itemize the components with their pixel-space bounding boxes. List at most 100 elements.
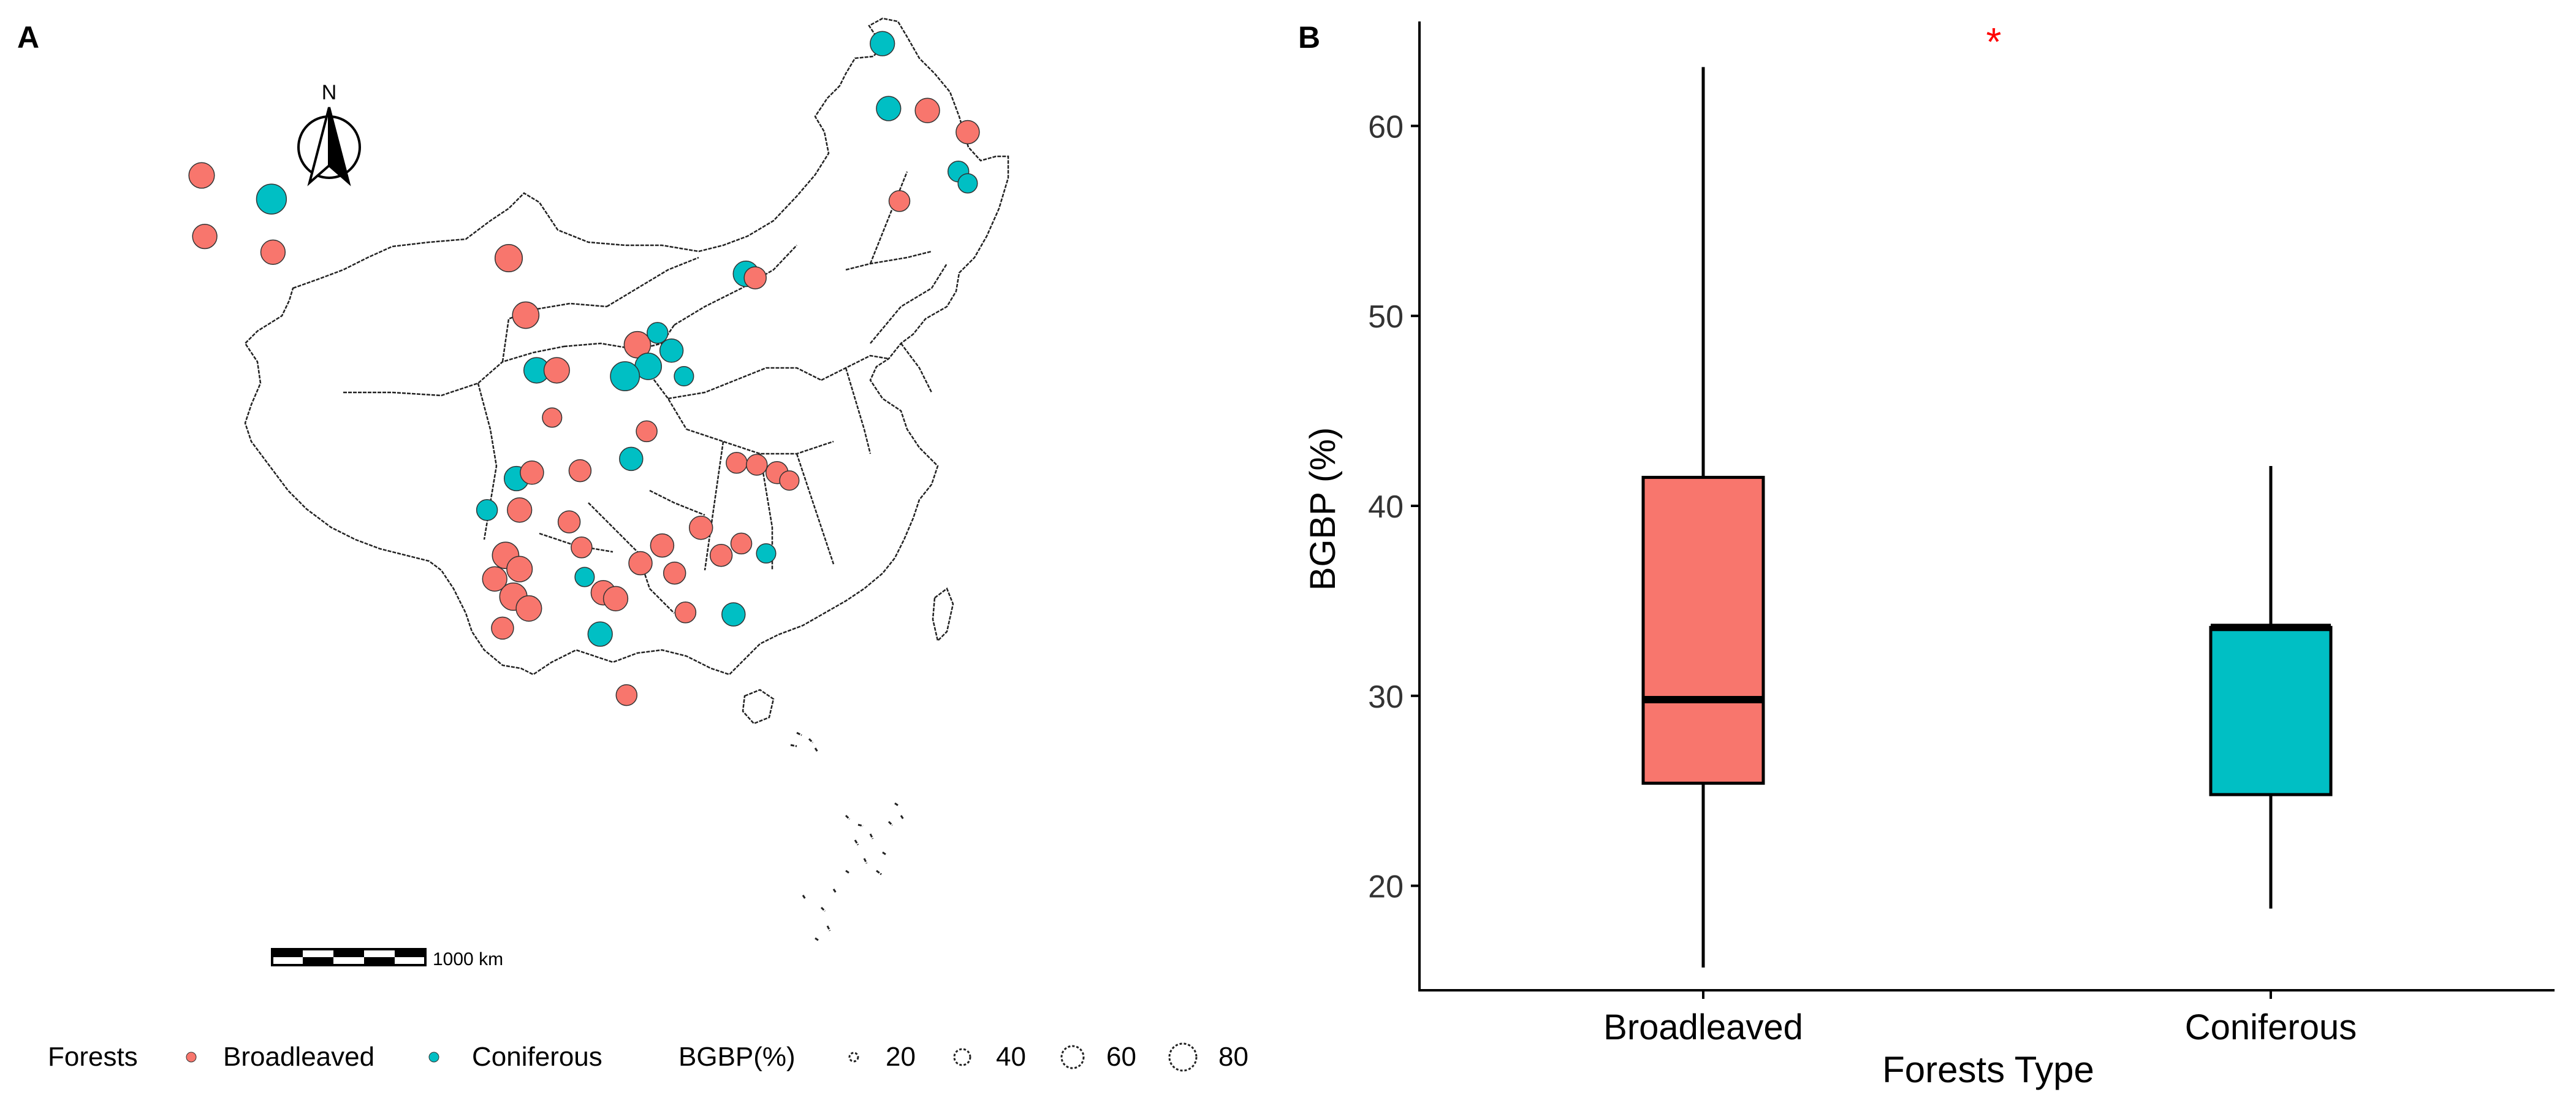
map-point-broadleaved [628,551,653,576]
map-point-broadleaved [482,566,507,592]
map-point-coniferous [647,322,669,344]
map-point-broadleaved [494,243,523,273]
x-tick-label: Coniferous [2185,1007,2357,1047]
map-point-coniferous [756,543,777,564]
map-point-coniferous [476,499,498,521]
legend-size-20-swatch [848,1052,859,1063]
map-point-broadleaved [568,459,592,483]
legend-broadleaved-label: Broadleaved [223,1042,374,1072]
china-map [244,17,1009,942]
y-tick-label: 20 [1368,869,1404,905]
map-point-broadleaved [542,407,563,428]
legend-forests-title: Forests [48,1042,138,1072]
y-axis-title: BGBP (%) [1303,427,1343,590]
south-sea-islands [790,732,905,942]
map-point-broadleaved [779,470,800,491]
map-point-broadleaved [730,532,753,555]
map-point-coniferous [619,446,644,472]
legend-size-40-label: 40 [996,1042,1026,1072]
legend-size-80-swatch [1168,1042,1198,1072]
significance-marker: * [1986,20,2002,64]
map-point-coniferous [870,31,895,56]
map-point-coniferous [610,361,640,392]
scale-bar-label: 1000 km [433,949,503,969]
scale-bar-seg-1 [272,949,303,957]
map-point-broadleaved [507,497,533,523]
map-point-broadleaved [512,301,540,329]
map-point-broadleaved [260,239,286,265]
hainan-island [742,689,775,725]
boxes [1641,67,2333,968]
map-point-coniferous [721,602,746,627]
map-legend: Forests Broadleaved Coniferous BGBP(%) 2… [48,1042,1248,1072]
map-point-coniferous [957,173,978,194]
map-point-coniferous [587,621,613,647]
scale-bar-seg-5 [395,949,425,957]
y-tick-label: 30 [1368,679,1404,715]
map-point-broadleaved [688,515,713,540]
legend-size-40-swatch [953,1048,971,1066]
map-point-coniferous [256,183,287,215]
map-point-coniferous [674,366,694,387]
box-iqr [2209,625,2333,797]
map-point-broadleaved [188,162,215,189]
box-broadleaved [1641,67,1765,968]
map-point-broadleaved [520,460,544,485]
panel-b-label: B [1298,20,1320,55]
scale-bar-seg-3 [333,949,364,957]
map-point-broadleaved [506,556,533,583]
map-point-broadleaved [602,586,629,611]
north-arrow-right-half [328,107,351,186]
legend-coniferous-label: Coniferous [472,1042,602,1072]
y-ticks: 20 30 40 50 60 [1368,109,1419,905]
map-point-broadleaved [746,454,768,476]
scale-bar-seg-2 [303,957,333,965]
legend-broadleaved-swatch [186,1052,197,1063]
y-tick-label: 40 [1368,489,1404,525]
map-point-broadleaved [674,602,697,624]
map-point-broadleaved [888,190,911,212]
map-point-coniferous [659,338,684,363]
map-point-broadleaved [543,357,570,384]
scale-bar-seg-4 [364,957,395,965]
x-tick-label: Broadleaved [1603,1007,1803,1047]
province-borders [343,171,948,614]
country-border [244,17,1009,676]
legend-size-title: BGBP(%) [678,1042,796,1072]
legend-size-20-label: 20 [886,1042,916,1072]
y-tick-label: 60 [1368,109,1404,145]
map-point-broadleaved [615,684,638,706]
scale-bar: 1000 km [271,948,503,969]
x-axis-title: Forests Type [1882,1049,2094,1090]
map-point-broadleaved [956,120,980,145]
legend-size-60-swatch [1060,1045,1085,1069]
map-point-broadleaved [743,266,767,289]
panel-a-label: A [17,20,39,55]
map-points [188,31,980,706]
north-label: N [322,81,337,104]
map-point-broadleaved [650,533,675,558]
box-iqr [1641,476,1765,785]
legend-coniferous-swatch [428,1052,439,1063]
map-point-broadleaved [192,223,218,250]
taiwan-island [932,587,954,643]
north-arrow-icon: N [297,81,361,186]
map-point-broadleaved [709,543,733,567]
map-point-broadleaved [571,537,593,559]
map-point-broadleaved [515,595,542,622]
panel-b: B * 20 30 40 50 60 Broadleaved Coniferous BGB… [1298,20,2555,1090]
map-point-broadleaved [726,452,748,474]
map-point-broadleaved [663,561,686,585]
map-point-broadleaved [636,420,658,443]
y-tick-label: 50 [1368,299,1404,335]
map-point-broadleaved [914,97,940,123]
legend-size-80-label: 80 [1218,1042,1248,1072]
x-ticks: Broadleaved Coniferous [1603,990,2357,1047]
panel-a: A N 1000 [17,17,1248,1072]
box-coniferous [2209,465,2333,909]
legend-size-60-label: 60 [1106,1042,1136,1072]
map-point-coniferous [574,567,595,587]
map-point-broadleaved [491,616,514,640]
map-point-broadleaved [623,330,652,359]
